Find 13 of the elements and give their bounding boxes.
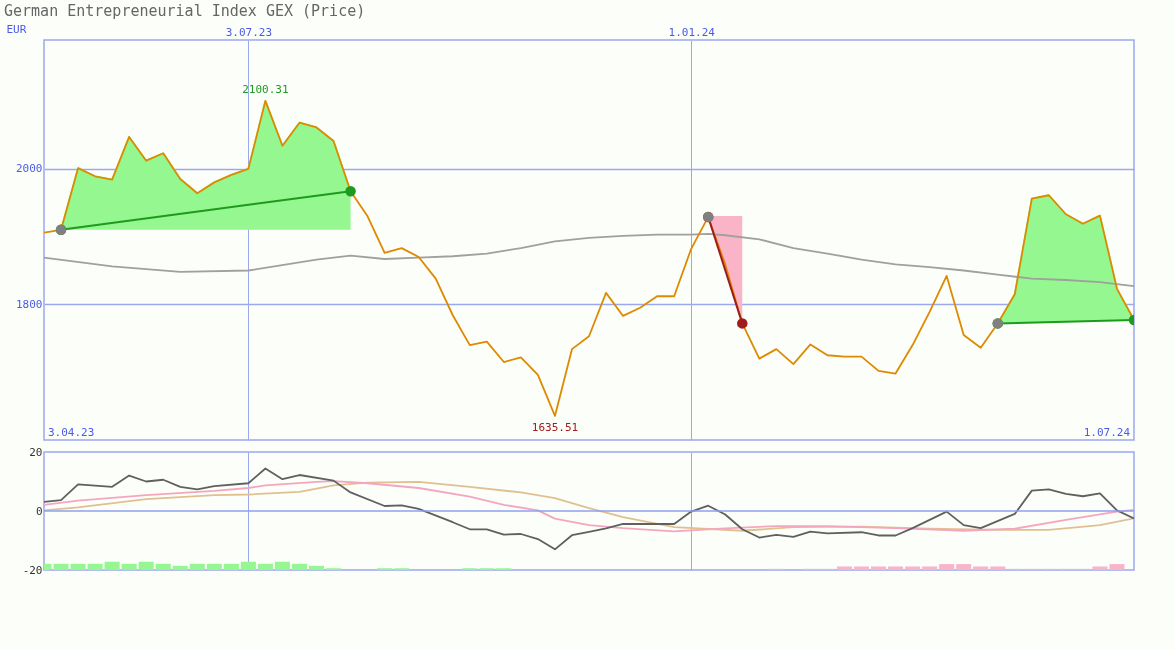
- annotation: 2100.31: [242, 82, 289, 96]
- y-tick-label: 1800: [16, 297, 43, 311]
- x-tick-label: 3.07.23: [225, 25, 273, 39]
- annotation: 1635.51: [531, 420, 579, 434]
- y-tick-label: 2000: [16, 162, 43, 176]
- x-tick-label: 1.01.24: [668, 25, 716, 39]
- y-tick-label: 20: [29, 445, 43, 459]
- annotation: 3.04.23: [48, 426, 95, 439]
- y-tick-label: 0: [35, 504, 43, 518]
- y-axis-title: EUR: [6, 22, 27, 36]
- y-tick-label: -20: [22, 563, 43, 577]
- chart-title: German Entrepreneurial Index GEX (Price): [4, 2, 366, 20]
- annotation: 1.07.24: [1083, 426, 1131, 439]
